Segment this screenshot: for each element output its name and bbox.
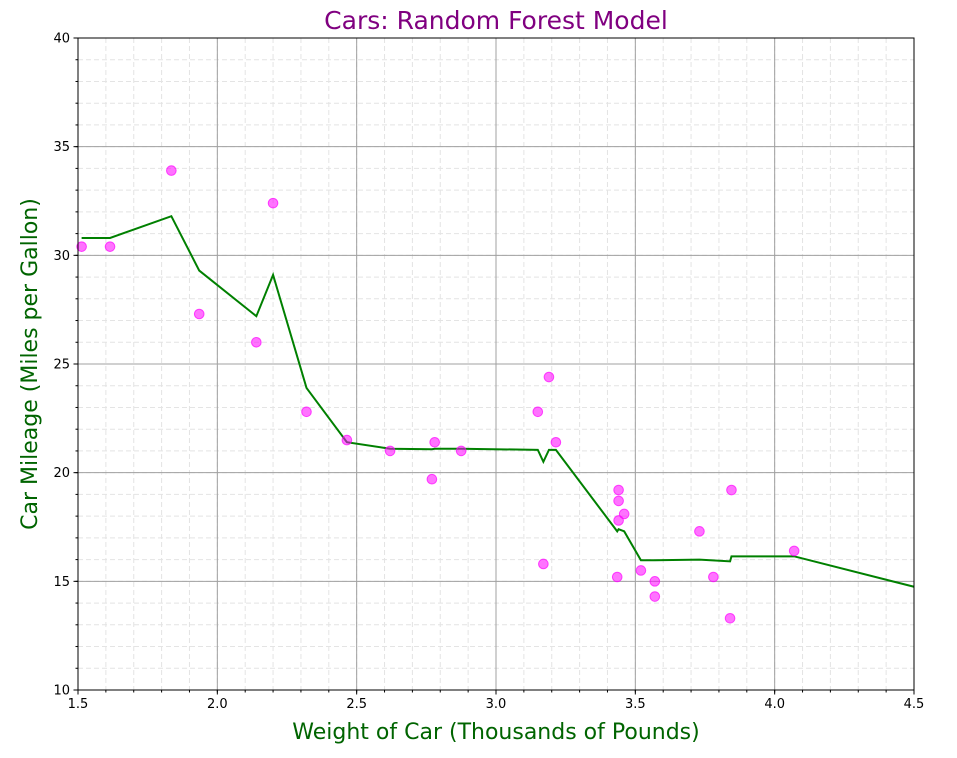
data-point <box>550 436 562 448</box>
data-point <box>613 495 624 507</box>
y-tick-label: 15 <box>53 575 70 590</box>
y-tick-label: 10 <box>53 684 70 699</box>
data-point <box>267 197 279 209</box>
line-series <box>81 214 915 588</box>
chart-title: Cars: Random Forest Model <box>324 6 668 35</box>
data-point <box>104 241 116 252</box>
x-tick-label: 2.5 <box>346 697 367 712</box>
x-tick-label: 1.5 <box>68 697 89 712</box>
data-point <box>193 308 205 320</box>
data-point <box>341 434 353 446</box>
data-point <box>455 445 467 457</box>
grid <box>77 37 915 691</box>
data-point <box>724 612 736 624</box>
scatter-series <box>76 165 800 624</box>
y-tick-label: 35 <box>53 140 70 155</box>
y-tick-label: 40 <box>53 32 70 47</box>
x-axis-label: Weight of Car (Thousands of Pounds) <box>292 720 699 745</box>
x-tick-label: 4.0 <box>764 697 785 712</box>
data-point <box>726 484 737 496</box>
data-point <box>532 406 544 418</box>
data-point <box>613 484 624 496</box>
data-point <box>635 565 647 576</box>
data-point <box>76 241 87 252</box>
x-tick-label: 4.5 <box>904 697 925 712</box>
y-tick-label: 20 <box>53 466 70 481</box>
y-tick-label: 25 <box>53 358 70 373</box>
data-point <box>429 436 440 448</box>
data-point <box>611 571 623 583</box>
y-tick-label: 30 <box>53 249 70 264</box>
data-point <box>426 473 438 485</box>
data-point <box>649 591 661 602</box>
data-point <box>694 526 705 537</box>
data-point <box>618 508 630 520</box>
y-axis: 10 15 20 25 30 35 40 <box>53 32 78 699</box>
data-point <box>384 445 396 457</box>
data-point <box>649 576 661 587</box>
data-point <box>538 558 549 570</box>
data-point <box>251 336 262 348</box>
data-point <box>788 545 800 557</box>
x-tick-label: 3.5 <box>625 697 646 712</box>
data-point <box>543 371 555 383</box>
data-point <box>301 406 312 418</box>
y-axis-label: Car Mileage (Miles per Gallon) <box>18 198 43 530</box>
x-tick-label: 3.0 <box>486 697 507 712</box>
x-axis: 1.5 2.0 2.5 3.0 3.5 4.0 4.5 <box>68 690 925 712</box>
prediction-line <box>81 214 915 588</box>
data-point <box>166 165 177 176</box>
data-point <box>708 571 719 583</box>
x-tick-label: 2.0 <box>207 697 228 712</box>
